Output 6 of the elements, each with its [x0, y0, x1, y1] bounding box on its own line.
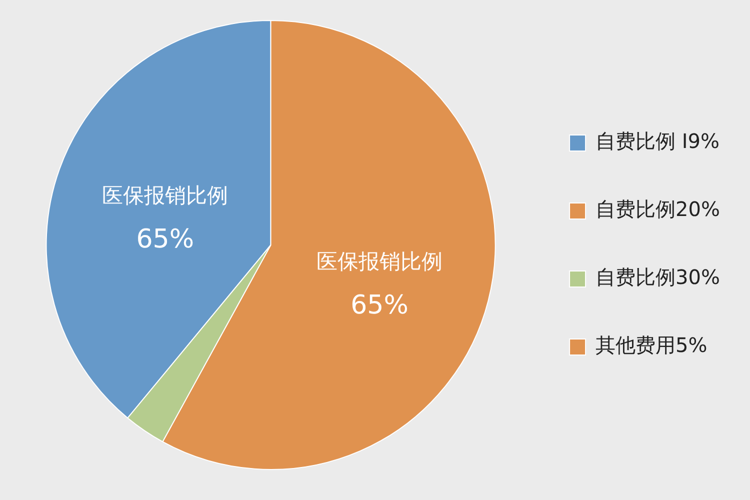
- legend-label: 自费比例30%: [596, 265, 720, 290]
- text: 医保报销比例 65%: [102, 183, 228, 255]
- legend-label: 自费比例20%: [596, 197, 720, 222]
- legend-label: 其他费用5%: [596, 333, 708, 358]
- text: 医保报销比例 65%: [316, 249, 442, 321]
- legend-label: 自费比例 I9%: [596, 129, 720, 154]
